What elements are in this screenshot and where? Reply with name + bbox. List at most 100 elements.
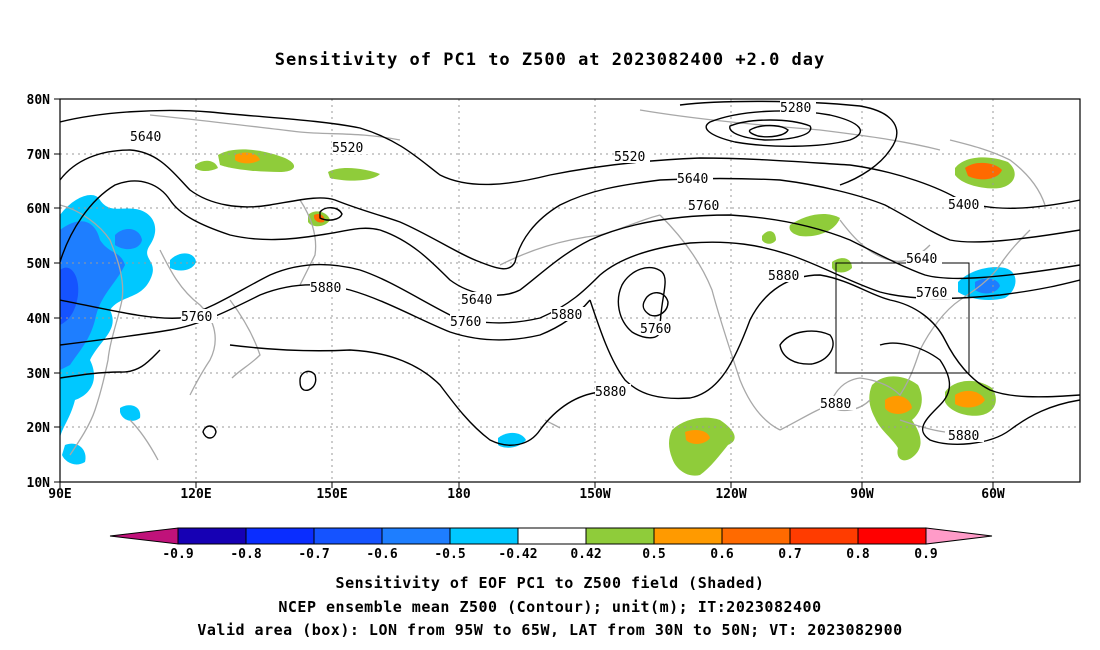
coast-alaska xyxy=(499,214,661,266)
coast-canada-arctic xyxy=(639,109,941,151)
colorbar-label: 0.6 xyxy=(710,547,734,562)
contour-label: 5640 xyxy=(677,172,708,187)
contour-line xyxy=(229,344,601,446)
coast-east-asia xyxy=(60,204,124,456)
colorbar-labels: -0.9 -0.8 -0.7 -0.6 -0.5 -0.42 0.42 0.5 … xyxy=(162,547,937,562)
coast-greenland xyxy=(949,139,1046,206)
colorbar-label: -0.9 xyxy=(162,547,193,562)
lat-label: 20N xyxy=(27,421,51,436)
contour-label: 5880 xyxy=(820,397,851,412)
contour-label: 5760 xyxy=(450,315,481,330)
contour-label: 5760 xyxy=(688,199,719,214)
lon-label: 150E xyxy=(316,487,347,502)
contour-line xyxy=(642,292,669,317)
contour-line xyxy=(879,342,1080,445)
colorbar-swatch xyxy=(653,527,723,545)
lat-tick-labels: 80N 70N 60N 50N 40N 30N 20N 10N xyxy=(27,93,51,491)
colorbar-swatch xyxy=(721,527,791,545)
sensitivity-shading xyxy=(60,149,1016,476)
lat-label: 40N xyxy=(27,312,51,327)
contour-line xyxy=(617,267,666,339)
axis-ticks xyxy=(54,98,994,488)
map-frame xyxy=(59,98,1081,483)
colorbar xyxy=(109,527,993,545)
contour-line xyxy=(705,110,862,147)
contour-label: 5640 xyxy=(906,252,937,267)
colorbar-label: -0.7 xyxy=(298,547,329,562)
lat-label: 80N xyxy=(27,93,51,108)
contour-label: 5760 xyxy=(916,286,947,301)
colorbar-swatch xyxy=(245,527,315,545)
neg-shade-blob-4 xyxy=(62,443,86,465)
contour-label: 5640 xyxy=(461,293,492,308)
footer-contour-caption: NCEP ensemble mean Z500 (Contour); unit(… xyxy=(278,598,822,616)
contour-line xyxy=(589,274,1080,400)
lon-label: 120W xyxy=(715,487,746,502)
coast-philippines xyxy=(129,419,159,461)
coast-na-east xyxy=(919,229,1031,351)
contour-label: 5880 xyxy=(310,281,341,296)
lon-label: 60W xyxy=(981,487,1005,502)
lat-label: 10N xyxy=(27,476,51,491)
colorbar-label: 0.7 xyxy=(778,547,801,562)
lat-label: 60N xyxy=(27,202,51,217)
lon-label: 90W xyxy=(850,487,874,502)
graticule xyxy=(60,99,1080,482)
coast-kamchatka xyxy=(299,199,317,286)
contour-line xyxy=(319,207,343,221)
pos-shade-caribbean-core xyxy=(885,395,912,414)
pos-shade-caribbean xyxy=(869,376,922,461)
colorbar-label: -0.42 xyxy=(498,547,537,562)
pos-shade-atlantic-core xyxy=(955,390,985,408)
contour-label: 5760 xyxy=(640,322,671,337)
pos-shade-siberia-2-core xyxy=(235,152,260,164)
lon-label: 90E xyxy=(48,487,71,502)
pos-shade-baja xyxy=(669,417,735,476)
neg-shade-blob-3 xyxy=(120,405,141,421)
lon-label: 120E xyxy=(180,487,211,502)
colorbar-label: -0.6 xyxy=(366,547,397,562)
contour-line xyxy=(748,124,789,138)
contour-line xyxy=(60,109,1080,209)
coastlines xyxy=(60,109,1046,461)
lat-label: 50N xyxy=(27,257,51,272)
chart-title: Sensitivity of PC1 to Z500 at 2023082400… xyxy=(274,50,826,70)
contour-label: 5400 xyxy=(948,198,979,213)
footer-valid-area-caption: Valid area (box): LON from 95W to 65W, L… xyxy=(197,621,903,639)
contour-line xyxy=(60,284,591,346)
contour-line xyxy=(60,241,1080,324)
coast-japan-islands xyxy=(229,299,261,379)
neg-shade-newengland-core xyxy=(975,278,1000,294)
footer-shading-caption: Sensitivity of EOF PC1 to Z500 field (Sh… xyxy=(335,574,765,592)
colorbar-label: 0.42 xyxy=(570,547,601,562)
coast-korea-japan xyxy=(159,249,216,396)
coast-na-west xyxy=(659,214,781,431)
pos-shade-kamchatka-core xyxy=(314,213,325,223)
contour-label: 5280 xyxy=(780,101,811,116)
colorbar-swatch xyxy=(381,527,451,545)
contour-label: 5520 xyxy=(332,141,363,156)
colorbar-swatch xyxy=(517,527,587,545)
contour-label: 5640 xyxy=(130,130,161,145)
lon-label: 150W xyxy=(579,487,610,502)
contour-label: 5520 xyxy=(614,150,645,165)
colorbar-high-end xyxy=(925,527,993,545)
colorbar-swatch xyxy=(313,527,383,545)
colorbar-label: 0.8 xyxy=(846,547,870,562)
neg-shade-west-pacific-mid xyxy=(60,221,125,370)
colorbar-label: 0.9 xyxy=(914,547,937,562)
neg-shade-west-pacific-core xyxy=(60,267,79,325)
contour-line xyxy=(299,370,317,392)
contour-line xyxy=(679,100,898,186)
valid-area-box xyxy=(835,262,970,374)
contour-label: 5880 xyxy=(768,269,799,284)
pos-shade-greenland-core xyxy=(965,162,1002,180)
contour-labels: 5280 5400 5520 5520 5640 5640 5640 5640 … xyxy=(130,100,984,444)
contour-line xyxy=(60,180,1080,296)
colorbar-label: 0.5 xyxy=(642,547,665,562)
lat-label: 30N xyxy=(27,367,51,382)
contour-line xyxy=(729,119,812,141)
pos-shade-lakes xyxy=(832,258,852,273)
pos-shade-baja-core xyxy=(685,430,710,444)
